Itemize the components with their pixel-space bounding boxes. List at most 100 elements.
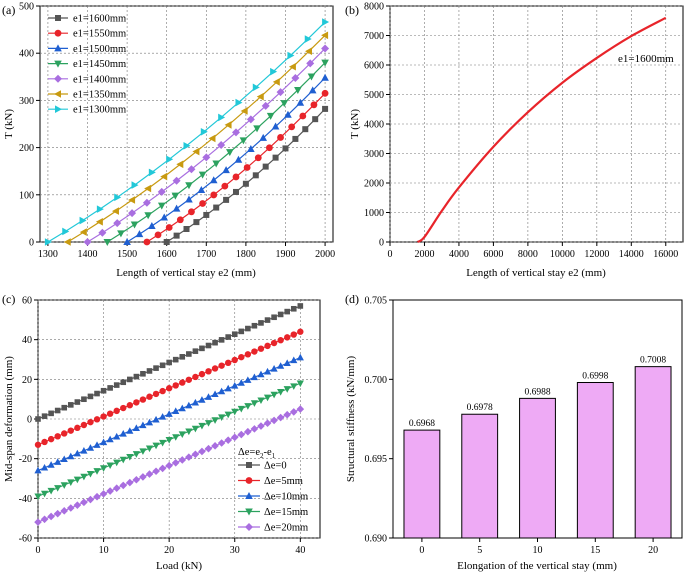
panel-c-point-0: [179, 354, 186, 360]
panel-c-point-0: [67, 402, 74, 408]
panel-c-point-2: [132, 424, 140, 431]
panel-a-point-3: [212, 160, 220, 168]
panel-d-bar: [634, 366, 672, 539]
panel-c-point-0: [192, 348, 199, 354]
panel-c-point-3: [54, 485, 62, 492]
panel-c-point-3: [296, 380, 304, 388]
panel-c-point-3: [126, 453, 134, 461]
panel-c-point-0: [264, 317, 271, 323]
panel-c-point-0: [297, 303, 304, 309]
panel-a-point-5: [321, 31, 329, 40]
panel-c-label: (c): [2, 292, 15, 306]
panel-a-point-6: [270, 67, 278, 76]
panel-c-legend-label: Δe=20mm: [264, 523, 308, 534]
panel-a-point-1: [266, 144, 273, 152]
panel-c-point-1: [41, 438, 48, 446]
panel-c-xlabel: Load (kN): [156, 560, 202, 572]
panel-c-point-2: [198, 396, 206, 403]
panel-a-point-3: [117, 230, 125, 238]
panel-c-point-4: [47, 512, 55, 521]
panel-c-point-1: [100, 413, 107, 420]
panel-a-point-6: [235, 98, 243, 107]
panel-c-point-0: [146, 368, 153, 374]
panel-a-point-4: [187, 165, 196, 174]
panel-c-point-1: [80, 421, 88, 429]
panel-b-ylabel: T (kN): [349, 109, 361, 139]
panel-c-point-0: [172, 356, 179, 363]
panel-c-point-0: [218, 337, 225, 343]
panel-a-point-4: [321, 44, 330, 53]
panel-c-point-3: [211, 417, 219, 424]
panel-c-point-4: [93, 492, 101, 501]
panel-c-point-2: [290, 356, 298, 364]
panel-c-legend-marker: [245, 492, 253, 499]
panel-c-point-0: [205, 342, 212, 349]
panel-a-point-1: [176, 216, 184, 224]
panel-a-ytick-label: 400: [19, 49, 34, 60]
panel-a-point-1: [221, 182, 229, 190]
panel-c-point-1: [179, 379, 186, 386]
panel-c-point-2: [93, 441, 101, 448]
panel-a-xtick-label: 1300: [38, 249, 58, 260]
panel-a-ytick-label: 0: [29, 238, 34, 249]
panel-c-point-3: [257, 397, 265, 405]
panel-c-point-2: [80, 446, 88, 454]
panel-b-ytick-label: 4000: [364, 120, 384, 131]
panel-a-point-1: [243, 164, 251, 171]
panel-d-ytick-label: 0.690: [365, 534, 388, 545]
panel-a-point-1: [232, 173, 240, 181]
panel-a-point-4: [261, 101, 270, 110]
panel-a-xtick-label: 1400: [78, 249, 98, 260]
panel-a-point-0: [322, 105, 329, 112]
panel-c-point-1: [264, 342, 271, 350]
panel-c-point-3: [218, 414, 226, 422]
panel-c-point-1: [238, 353, 245, 361]
panel-c-point-0: [166, 359, 172, 366]
panel-c-point-4: [270, 416, 278, 425]
panel-c-point-4: [237, 430, 246, 439]
panel-a-point-5: [240, 107, 248, 115]
panel-a-point-6: [252, 83, 260, 92]
panel-b-ytick-label: 2000: [364, 179, 384, 190]
panel-a-point-5: [208, 134, 216, 143]
panel-c-point-3: [185, 428, 193, 436]
panel-c-point-0: [251, 322, 258, 329]
panel-b: (b) 0 2000 4000 6000 8000 10000 12000 14000 1600…: [345, 2, 684, 279]
panel-a-series-line-6: [47, 21, 326, 243]
panel-c-point-4: [60, 507, 69, 515]
panel-c-point-3: [283, 386, 291, 393]
panel-c-point-0: [186, 351, 192, 357]
panel-a-point-6: [200, 128, 208, 136]
panel-a-point-2: [123, 238, 131, 245]
panel-c-point-2: [152, 415, 160, 423]
panel-a-xtick-label: 1500: [117, 249, 137, 260]
panel-a-legend-label: e1=1300mm: [73, 105, 126, 116]
panel-a-point-3: [157, 202, 166, 210]
panel-c-ytick-label: -20: [19, 454, 32, 465]
panel-c-point-4: [171, 458, 180, 467]
panel-a-point-2: [271, 122, 280, 130]
panel-a-point-5: [160, 172, 168, 181]
panel-d-xlabel: Elongation of the vertical stay (mm): [457, 560, 617, 572]
panel-c-point-4: [224, 436, 232, 444]
panel-c-point-2: [67, 452, 75, 460]
panel-a-point-4: [306, 59, 315, 68]
panel-a-ylabel: T (kN): [3, 109, 15, 139]
panel-a-point-3: [171, 192, 180, 200]
panel-a-point-0: [183, 226, 190, 233]
panel-a-point-1: [154, 231, 162, 239]
panel-a-point-3: [144, 212, 152, 220]
panel-c-point-1: [67, 427, 74, 434]
panel-c-point-0: [41, 413, 48, 419]
panel-c-point-1: [231, 356, 238, 364]
panel-a-series-line-3: [106, 62, 326, 243]
panel-a-legend-label: e1=1350mm: [73, 90, 126, 101]
panel-c-point-4: [139, 473, 147, 481]
panel-c-point-3: [80, 473, 88, 481]
panel-c-legend-marker: [246, 462, 252, 468]
panel-c-point-4: [80, 498, 88, 507]
panel-a-point-6: [322, 18, 330, 26]
panel-a-point-4: [202, 153, 211, 162]
panel-c-point-1: [113, 407, 120, 415]
